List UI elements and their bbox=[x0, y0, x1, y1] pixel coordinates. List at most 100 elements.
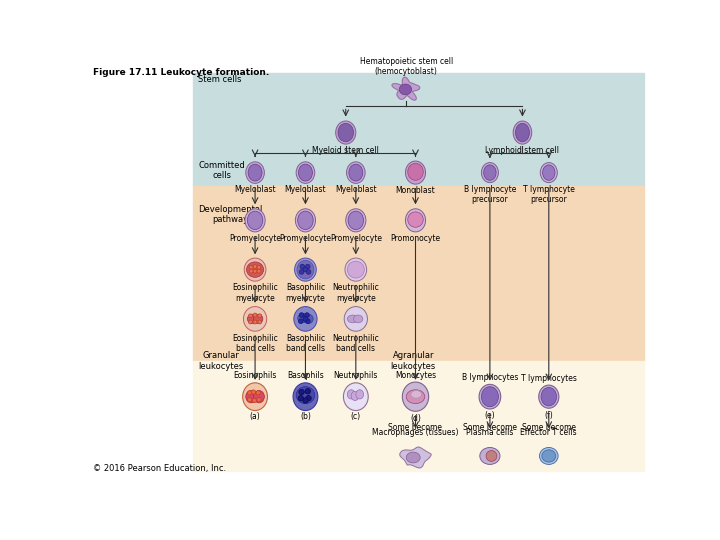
Text: B lymphocyte
precursor: B lymphocyte precursor bbox=[464, 185, 516, 204]
Ellipse shape bbox=[343, 383, 368, 410]
Text: Hematopoietic stem cell
(hemocytoblast): Hematopoietic stem cell (hemocytoblast) bbox=[359, 57, 453, 76]
Ellipse shape bbox=[482, 387, 498, 407]
Ellipse shape bbox=[356, 390, 364, 399]
Text: © 2016 Pearson Education, Inc.: © 2016 Pearson Education, Inc. bbox=[93, 464, 226, 473]
Ellipse shape bbox=[402, 382, 428, 411]
Ellipse shape bbox=[338, 123, 354, 142]
Ellipse shape bbox=[542, 450, 556, 462]
Ellipse shape bbox=[293, 383, 318, 410]
Text: Figure 17.11 Leukocyte formation.: Figure 17.11 Leukocyte formation. bbox=[93, 68, 269, 77]
Ellipse shape bbox=[484, 165, 496, 180]
Text: Lymphoid stem cell: Lymphoid stem cell bbox=[485, 146, 559, 154]
Text: Some become: Some become bbox=[389, 423, 443, 432]
Ellipse shape bbox=[245, 209, 265, 232]
Ellipse shape bbox=[249, 265, 253, 269]
Ellipse shape bbox=[347, 261, 364, 278]
Ellipse shape bbox=[248, 397, 252, 402]
Text: Promonocyte: Promonocyte bbox=[390, 234, 441, 243]
Ellipse shape bbox=[248, 314, 253, 318]
Text: (a): (a) bbox=[250, 412, 261, 421]
Text: (c): (c) bbox=[351, 412, 361, 421]
Ellipse shape bbox=[252, 399, 256, 403]
Ellipse shape bbox=[406, 452, 420, 463]
Text: Basophils: Basophils bbox=[287, 372, 324, 381]
Ellipse shape bbox=[243, 307, 266, 331]
Text: Myeloblast: Myeloblast bbox=[335, 185, 377, 194]
Ellipse shape bbox=[344, 307, 367, 331]
Text: Neutrophilic
band cells: Neutrophilic band cells bbox=[333, 334, 379, 353]
Text: Macrophages (tissues): Macrophages (tissues) bbox=[372, 428, 459, 437]
Ellipse shape bbox=[539, 448, 558, 464]
Text: T lymphocyte
precursor: T lymphocyte precursor bbox=[523, 185, 575, 204]
Ellipse shape bbox=[294, 307, 317, 331]
Ellipse shape bbox=[297, 211, 313, 230]
Ellipse shape bbox=[253, 314, 263, 323]
Ellipse shape bbox=[406, 390, 425, 403]
Ellipse shape bbox=[298, 395, 304, 401]
Text: Stem cells: Stem cells bbox=[199, 75, 242, 84]
Ellipse shape bbox=[253, 320, 257, 324]
Text: Promyelocyte: Promyelocyte bbox=[330, 234, 382, 243]
Ellipse shape bbox=[251, 390, 256, 394]
Ellipse shape bbox=[253, 265, 257, 268]
Ellipse shape bbox=[346, 162, 365, 184]
Text: Eosinophils: Eosinophils bbox=[233, 372, 276, 381]
Ellipse shape bbox=[258, 320, 261, 324]
Ellipse shape bbox=[246, 262, 264, 278]
Ellipse shape bbox=[405, 209, 426, 232]
Ellipse shape bbox=[486, 450, 497, 461]
Ellipse shape bbox=[408, 164, 423, 180]
Text: Eosinophilic
myelocyte: Eosinophilic myelocyte bbox=[232, 284, 278, 303]
Ellipse shape bbox=[399, 84, 412, 95]
Ellipse shape bbox=[300, 313, 304, 318]
Ellipse shape bbox=[248, 320, 253, 324]
Text: Promyelocyte: Promyelocyte bbox=[279, 234, 331, 243]
Ellipse shape bbox=[354, 315, 363, 323]
Ellipse shape bbox=[299, 319, 303, 323]
Ellipse shape bbox=[405, 161, 426, 184]
Text: Monoblast: Monoblast bbox=[395, 186, 436, 195]
Text: Promyelocyte: Promyelocyte bbox=[229, 234, 281, 243]
Text: Granular
leukocytes: Granular leukocytes bbox=[199, 351, 244, 370]
Ellipse shape bbox=[243, 383, 267, 410]
Ellipse shape bbox=[336, 121, 356, 144]
Ellipse shape bbox=[297, 260, 314, 279]
Ellipse shape bbox=[253, 269, 257, 273]
Ellipse shape bbox=[305, 313, 310, 318]
Ellipse shape bbox=[296, 387, 315, 403]
Ellipse shape bbox=[543, 165, 555, 180]
Ellipse shape bbox=[257, 269, 261, 273]
Ellipse shape bbox=[299, 164, 312, 181]
Ellipse shape bbox=[248, 314, 258, 323]
Polygon shape bbox=[400, 447, 431, 468]
Text: (f): (f) bbox=[544, 410, 553, 420]
Text: (e): (e) bbox=[485, 411, 495, 420]
Ellipse shape bbox=[294, 258, 316, 281]
Ellipse shape bbox=[411, 390, 422, 398]
Ellipse shape bbox=[253, 313, 257, 317]
Ellipse shape bbox=[408, 212, 423, 227]
Text: Myeloid stem cell: Myeloid stem cell bbox=[312, 146, 379, 154]
Ellipse shape bbox=[304, 314, 313, 323]
Ellipse shape bbox=[303, 316, 307, 321]
Ellipse shape bbox=[246, 390, 256, 403]
Text: Effector T cells: Effector T cells bbox=[521, 428, 577, 437]
Ellipse shape bbox=[253, 390, 264, 403]
Text: Neutrophilic
myelocyte: Neutrophilic myelocyte bbox=[333, 284, 379, 303]
Ellipse shape bbox=[258, 314, 261, 318]
Text: Some become: Some become bbox=[463, 423, 517, 432]
Text: Neutrophils: Neutrophils bbox=[333, 372, 378, 381]
Ellipse shape bbox=[300, 269, 304, 274]
Text: T lymphocytes: T lymphocytes bbox=[521, 374, 577, 383]
Ellipse shape bbox=[300, 264, 305, 269]
Ellipse shape bbox=[541, 387, 557, 406]
Text: Basophilic
band cells: Basophilic band cells bbox=[286, 334, 325, 353]
Text: Monocytes: Monocytes bbox=[395, 371, 436, 380]
Bar bbox=[193, 72, 644, 186]
Ellipse shape bbox=[306, 269, 311, 274]
Ellipse shape bbox=[349, 164, 363, 181]
Ellipse shape bbox=[513, 121, 532, 144]
Ellipse shape bbox=[347, 390, 355, 399]
Text: Myeloblast: Myeloblast bbox=[284, 185, 326, 194]
Ellipse shape bbox=[351, 392, 359, 401]
